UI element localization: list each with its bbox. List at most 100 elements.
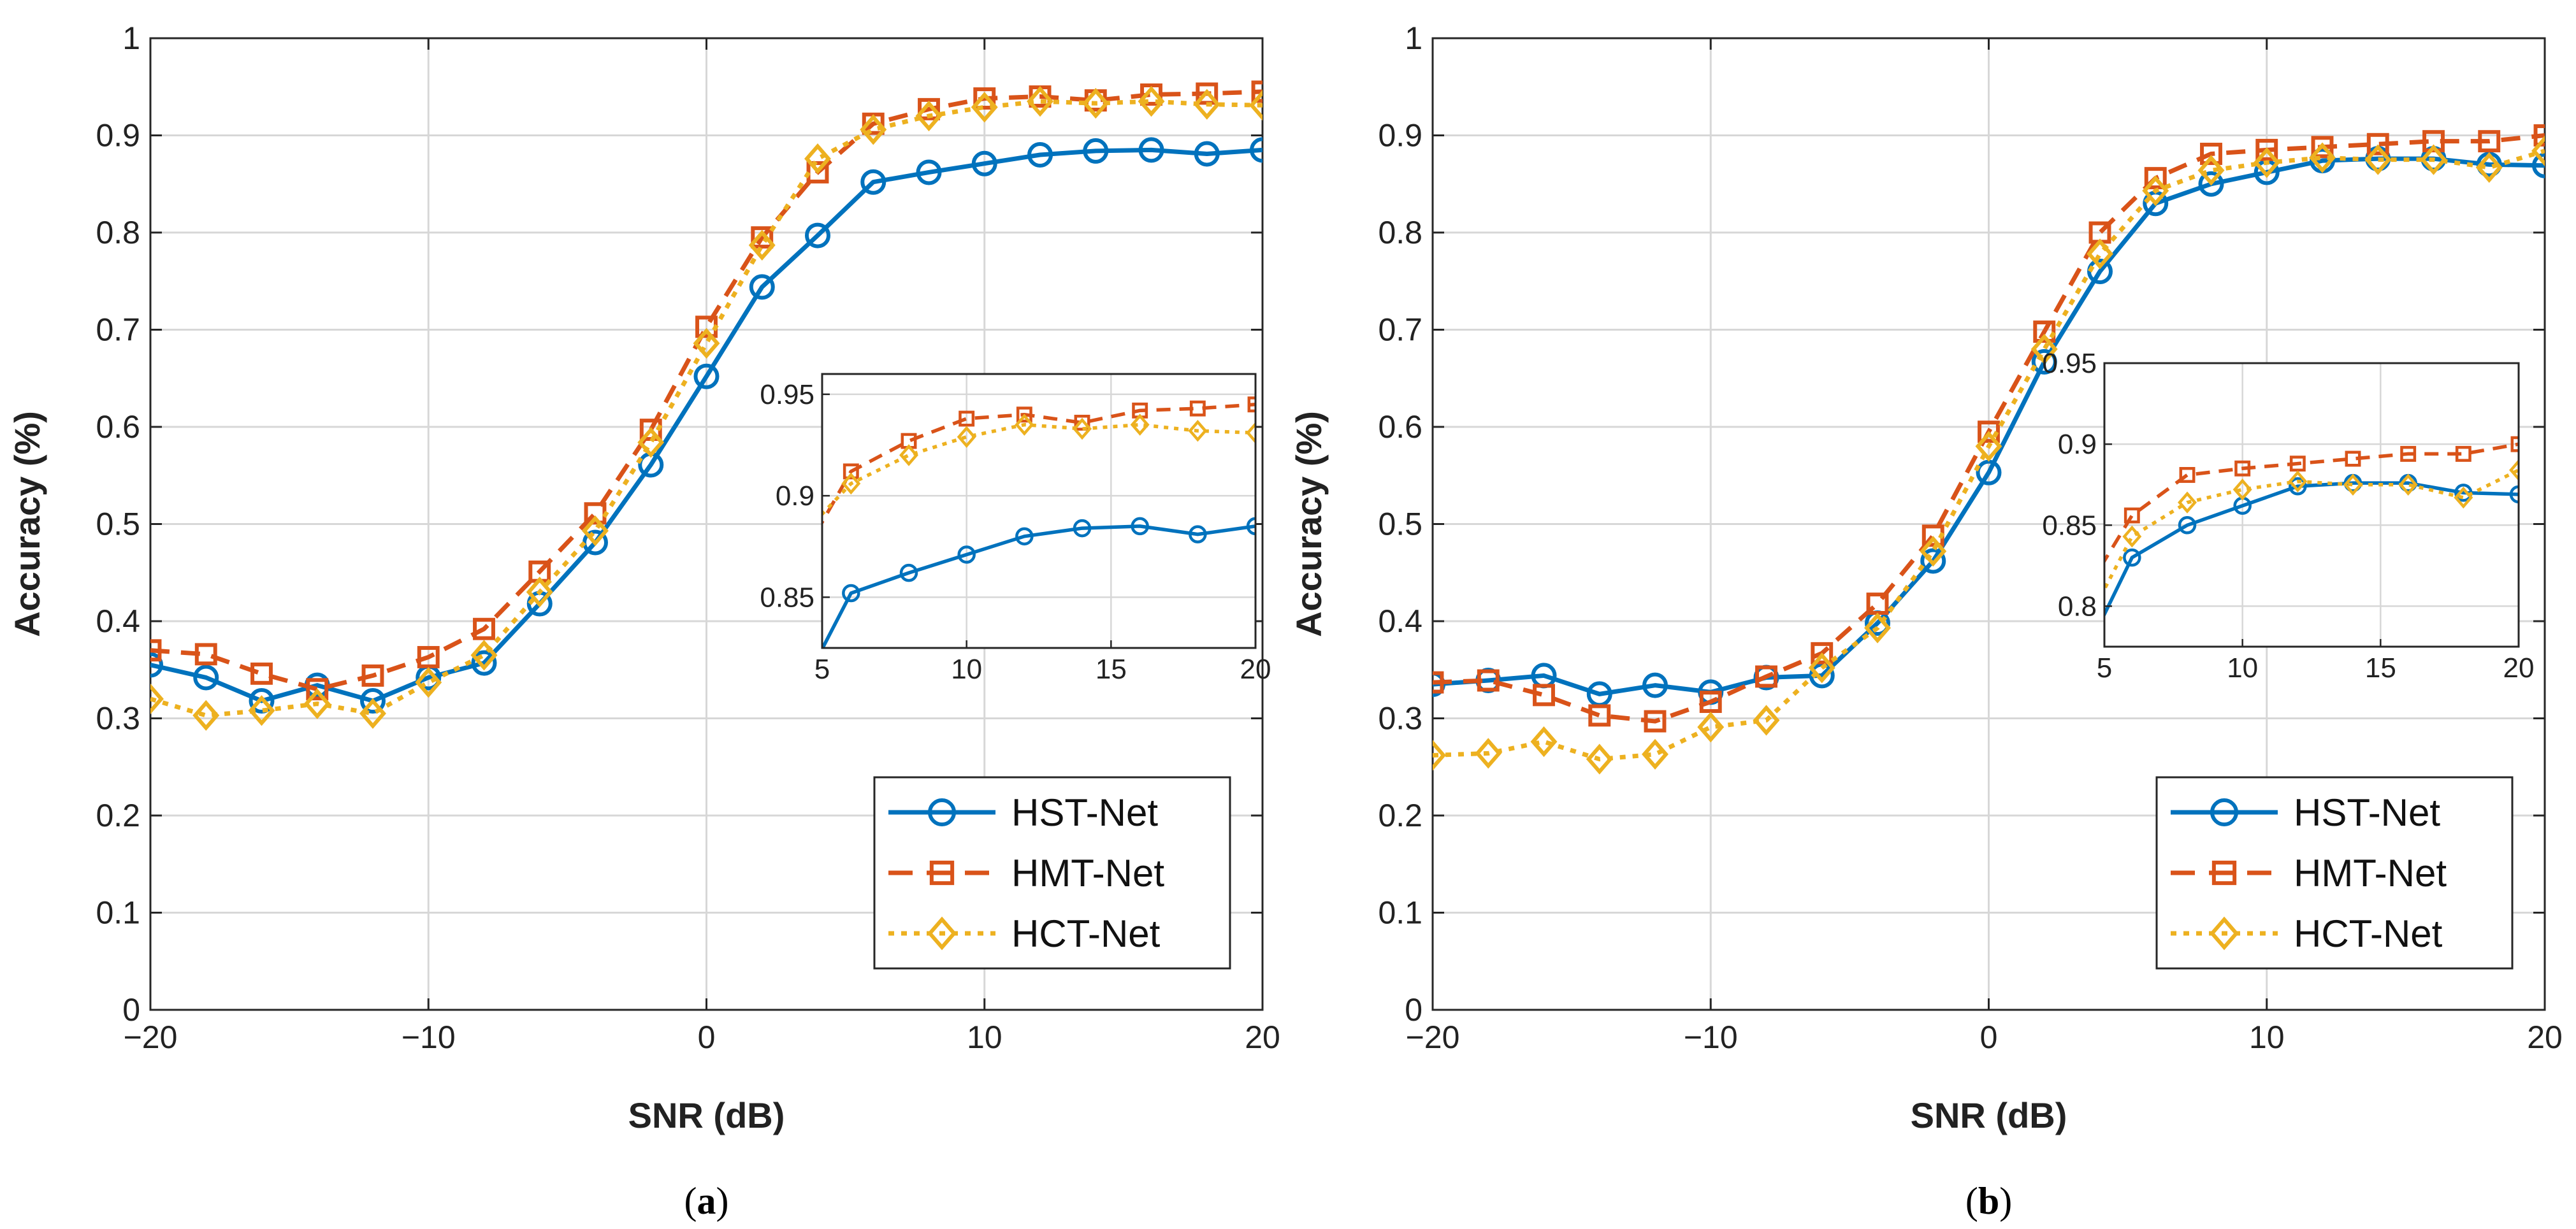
data-point [1194, 141, 1220, 167]
data-point [250, 662, 273, 685]
data-point [2033, 320, 2056, 343]
legend: HST-Net HMT-Net HCT-Net [2155, 776, 2514, 970]
data-point [2142, 175, 2169, 206]
x-axis-label: SNR (dB) [628, 1095, 785, 1135]
data-point [526, 577, 553, 608]
data-point [306, 678, 329, 701]
legend-marker [927, 916, 957, 951]
legend: HST-Net HMT-Net HCT-Net [873, 776, 1231, 970]
data-point [1530, 726, 1558, 758]
inset-data-point [2345, 450, 2361, 467]
data-point [1250, 137, 1263, 163]
chart-panel-b: −20 −10 0 10 20 0 0.1 0.2 0.3 0.4 0.5 0.6 0.7 0.8 0.9 1… [1289, 20, 2563, 1222]
inset-data-point [1015, 527, 1034, 546]
y-tick-label: 1 [1405, 20, 1422, 56]
data-point [194, 643, 217, 666]
inset-data-point [959, 410, 975, 427]
data-point [637, 427, 665, 458]
x-tick-label: −20 [124, 1019, 178, 1055]
inset-data-point [2509, 485, 2519, 504]
inset-axes-box [821, 373, 1257, 649]
y-axis-label: Accuracy (%) [7, 411, 47, 637]
data-point [2420, 144, 2447, 175]
inset-data-point [2123, 548, 2141, 567]
data-point [1864, 612, 1891, 643]
x-tick-label: 20 [1245, 1019, 1280, 1055]
data-point [916, 159, 942, 185]
x-tick-label: 10 [967, 1019, 1002, 1055]
y-tick-label: 0.2 [96, 798, 140, 833]
y-tick-label: 0.7 [1378, 312, 1422, 348]
data-point [150, 639, 162, 662]
data-point [470, 640, 498, 671]
inset-data-point [2455, 445, 2471, 462]
data-point [1193, 89, 1220, 120]
inset-data-point [842, 584, 860, 603]
inset-y-tick-label: 0.85 [2042, 510, 2097, 541]
data-point [971, 150, 997, 176]
data-point [1433, 671, 1444, 694]
data-point [1978, 420, 2000, 443]
chart-panel-a: −20 −10 0 10 20 0 0.1 0.2 0.3 0.4 0.5 0.6 0.7 0.8 0.9 1… [7, 20, 1280, 1222]
inset-data-point [2124, 507, 2140, 524]
inset-data-point [957, 426, 976, 448]
inset-data-point [2289, 456, 2306, 472]
series-line [1433, 148, 2545, 762]
data-point [915, 100, 943, 132]
legend-label: HCT-Net [1011, 912, 1161, 955]
y-axis-label: Accuracy (%) [1289, 411, 1329, 637]
inset-data-point [2289, 477, 2307, 496]
data-point [582, 515, 609, 547]
inset-data-point [1015, 413, 1034, 436]
inset-data-point [2122, 525, 2142, 548]
y-tick-label: 0.3 [1378, 701, 1422, 737]
x-tick-label: 10 [2249, 1019, 2285, 1055]
inset-series-hct-net [822, 413, 1255, 517]
data-point [1588, 704, 1611, 727]
y-tick-label: 0.5 [96, 507, 140, 542]
legend-item-hct-net: HCT-Net [888, 912, 1161, 955]
data-point [415, 666, 442, 698]
inset-data-point [1246, 422, 1255, 444]
inset-chart: 5 10 15 20 0.85 0.9 0.95 [760, 373, 1271, 685]
series-line [150, 147, 1263, 703]
data-point [1586, 744, 1613, 775]
y-tick-label: 0.4 [1378, 603, 1422, 639]
data-point [2255, 138, 2278, 161]
inset-x-tick-label: 5 [814, 654, 830, 685]
subfigure-label-close: ) [716, 1180, 729, 1222]
inset-x-tick-label: 5 [2097, 652, 2112, 684]
inset-data-point [2178, 491, 2197, 514]
inset-data-point [2454, 486, 2473, 509]
data-point [1697, 712, 1725, 743]
subfigure-label: (b) [1965, 1180, 2012, 1222]
inset-data-point [1188, 419, 1208, 442]
data-point [1699, 691, 1722, 714]
inset-data-point [1073, 519, 1092, 538]
inset-series-hct-net [2104, 459, 2519, 593]
inset-y-tick-label: 0.9 [2058, 429, 2097, 460]
data-point [749, 274, 775, 300]
inset-y-tick-label: 0.9 [776, 480, 814, 512]
data-point [2478, 130, 2501, 153]
data-point [2198, 171, 2224, 197]
data-point [1138, 86, 1165, 117]
inset-series-line [822, 422, 1255, 517]
inset-series-line [2104, 481, 2519, 619]
subfigure-label-letter: a [697, 1180, 716, 1222]
inset-series-line [2104, 442, 2519, 564]
data-point [1753, 705, 1780, 736]
inset-y-tick-label: 0.95 [2042, 348, 2097, 379]
legend-item-hst-net: HST-Net [2171, 791, 2440, 834]
inset-data-point [899, 444, 918, 466]
inset-x-tick-label: 10 [951, 654, 982, 685]
inset-chart: 5 10 15 20 0.8 0.85 0.9 0.95 [2042, 348, 2534, 684]
subfigure-label-close: ) [1999, 1180, 2012, 1222]
x-axis-label: SNR (dB) [1911, 1095, 2067, 1135]
legend-label: HST-Net [1011, 791, 1158, 834]
inset-data-point [2178, 516, 2197, 535]
inset-axes-box [2103, 362, 2520, 648]
data-point [249, 688, 275, 714]
data-point [971, 92, 998, 123]
subfigure-label-open: ( [1965, 1180, 1978, 1222]
